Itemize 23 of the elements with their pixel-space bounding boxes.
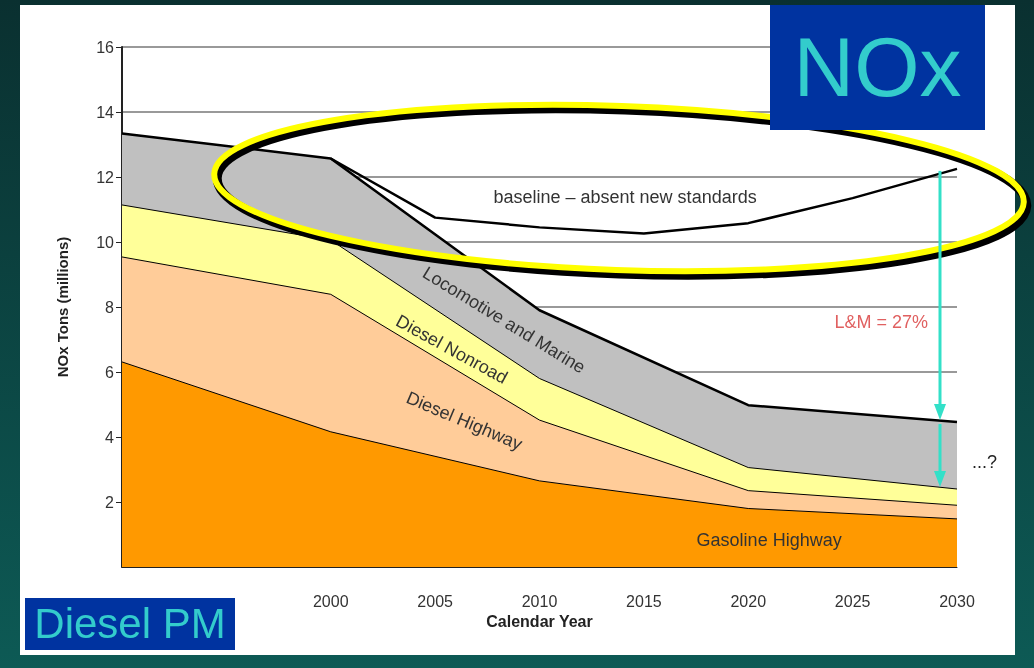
y-axis-title: NOx Tons (millions) [54,236,71,378]
x-tick-label: 2000 [312,592,349,610]
y-tick-label: 14 [96,103,115,121]
x-tick-label: 2020 [730,592,767,610]
x-tick-label: 2005 [417,592,454,610]
x-tick-label: 2025 [834,592,871,610]
y-tick-label: 16 [96,38,115,56]
chart-title: NOx [770,5,985,130]
y-tick-label: 2 [105,493,115,511]
x-tick-label: 2030 [939,592,975,610]
x-tick-label: 2010 [521,592,558,610]
text: Diesel PM [25,598,235,650]
x-axis-title: Calendar Year [486,613,593,631]
y-tick-label: 10 [96,233,115,251]
series-label: Gasoline Highway [696,530,842,551]
text: ...? [972,452,998,472]
y-tick-label: 6 [105,363,115,381]
y-tick-label: 12 [96,168,115,186]
annotation: L&M = 27% [834,312,928,332]
y-tick-label: 4 [105,428,115,446]
series-label: baseline – absent new standards [493,186,757,207]
x-tick-label: 2015 [626,592,662,610]
y-tick-label: 8 [105,298,115,316]
